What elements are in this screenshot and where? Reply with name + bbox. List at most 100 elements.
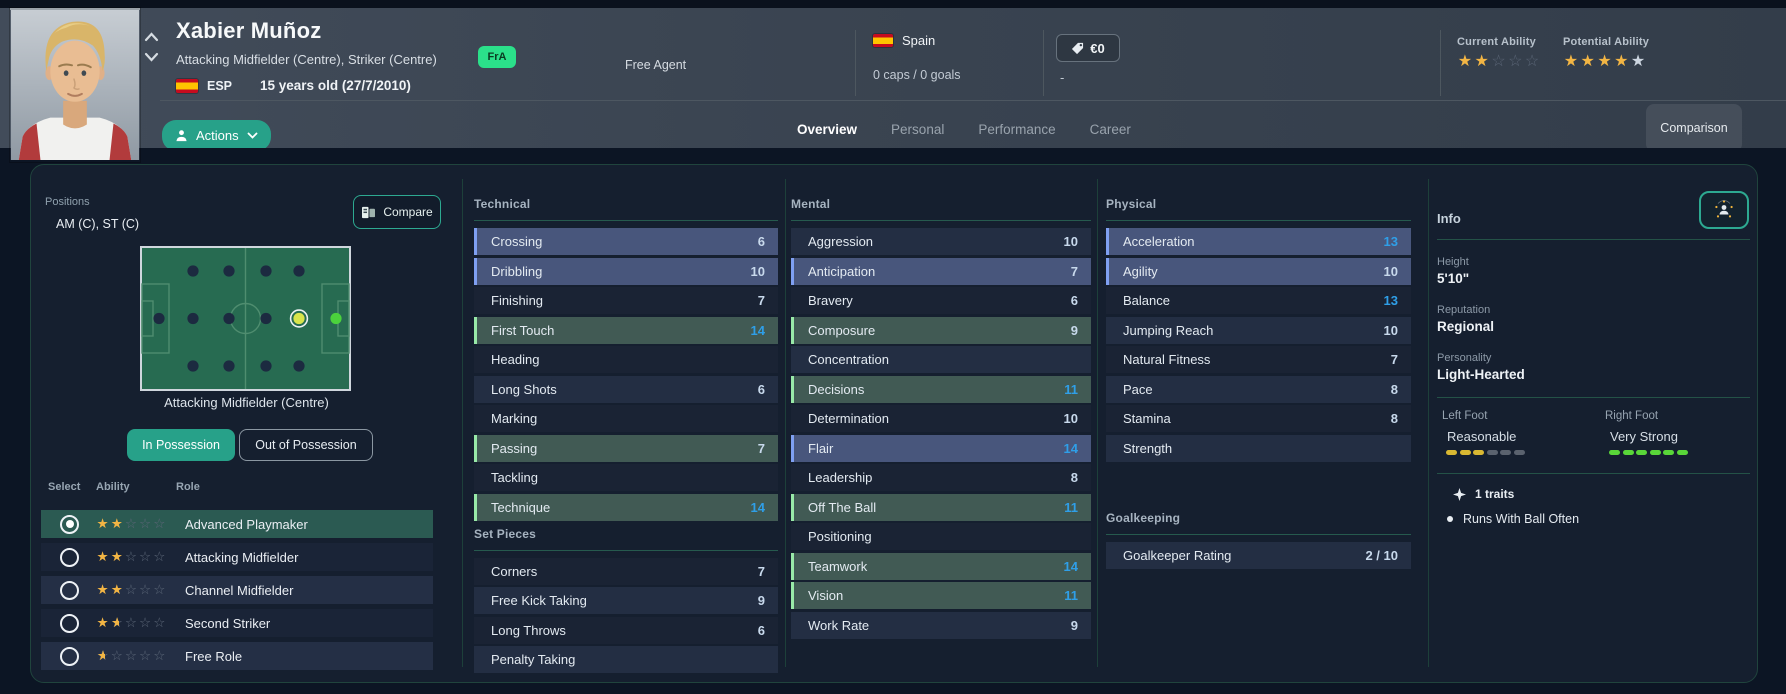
position-pitch[interactable] — [140, 246, 351, 391]
next-player-chevron-down-icon[interactable] — [142, 50, 160, 64]
star-icon: ☆ — [139, 516, 153, 531]
attribute-value: 9 — [1070, 322, 1078, 338]
trait-text: Runs With Ball Often — [1463, 512, 1580, 526]
nation-code: ESP — [207, 78, 233, 93]
foot-strength-segment — [1609, 450, 1620, 455]
attribute-name: Strength — [1123, 440, 1173, 456]
market-value: €0 — [1090, 40, 1105, 56]
role-radio[interactable] — [60, 646, 79, 666]
section-underline — [1106, 220, 1411, 221]
player-photo — [10, 8, 140, 162]
wage-value: - — [1060, 70, 1065, 85]
pitch-dot-dm[interactable] — [223, 312, 235, 325]
pitch-dot-gk[interactable] — [153, 312, 165, 325]
star-icon: ☆ — [139, 648, 153, 663]
role-radio[interactable] — [60, 547, 79, 567]
pitch-dot-mc[interactable] — [260, 312, 272, 325]
pitch-dot-wbr[interactable] — [223, 360, 235, 372]
attribute-name: Flair — [808, 440, 834, 456]
foot-strength-segment — [1473, 450, 1484, 455]
pitch-dot-dr[interactable] — [187, 360, 199, 372]
section-title: Mental — [791, 197, 831, 211]
attribute-value: 6 — [757, 234, 765, 249]
attribute-row: Marking — [474, 405, 778, 432]
attribute-row: Dribbling 10 — [474, 257, 778, 285]
attribute-name: Leadership — [808, 470, 873, 485]
player-name: Xabier Muñoz — [176, 18, 322, 43]
pitch-markings — [141, 248, 350, 389]
attribute-name: Jumping Reach — [1123, 322, 1214, 338]
comparison-button[interactable]: Comparison — [1646, 104, 1742, 152]
attribute-row: Leadership 8 — [791, 464, 1091, 491]
positions-summary: AM (C), ST (C) — [56, 217, 140, 231]
toggle-out-of-possession[interactable]: Out of Possession — [239, 429, 373, 461]
attribute-name: Corners — [491, 563, 538, 579]
pitch-dot-aml[interactable] — [293, 265, 305, 277]
development-radar-button[interactable] — [1699, 191, 1749, 229]
tab-personal[interactable]: Personal — [891, 122, 945, 137]
role-row[interactable]: ★★☆☆☆ Channel Midfielder — [41, 576, 433, 604]
role-name: Second Striker — [185, 615, 271, 631]
reputation-label: Reputation — [1437, 304, 1491, 316]
pitch-dot-dl[interactable] — [187, 265, 199, 277]
attribute-name: Work Rate — [808, 617, 870, 633]
attribute-value: 10 — [1063, 411, 1078, 426]
info-panel: Info Height 5'10" Reputation Regional Pe… — [1437, 165, 1750, 682]
attribute-name: Finishing — [491, 293, 544, 308]
header-vertical-divider — [1440, 30, 1441, 96]
attribute-row: Acceleration 13 — [1106, 228, 1411, 255]
attribute-name: Technique — [491, 499, 551, 515]
compare-button[interactable]: Compare — [353, 195, 441, 229]
actions-button[interactable]: Actions — [162, 120, 271, 151]
role-row[interactable]: ★★☆☆☆ Attacking Midfielder — [41, 543, 433, 571]
previous-player-chevron-up-icon[interactable] — [142, 30, 160, 44]
attribute-value: 14 — [1063, 440, 1078, 456]
attribute-value: 8 — [1390, 381, 1398, 397]
left-foot-label: Left Foot — [1442, 410, 1488, 422]
role-radio[interactable] — [60, 580, 79, 600]
attribute-row: First Touch 14 — [474, 316, 778, 344]
tab-bar: Overview Personal Performance Career — [797, 112, 1131, 159]
section-title: Technical — [474, 197, 531, 211]
role-radio[interactable] — [60, 514, 79, 534]
star-icon: ★ — [1630, 53, 1647, 70]
star-icon: ★ — [110, 582, 124, 597]
section-title: Set Pieces — [474, 526, 537, 541]
toggle-in-possession[interactable]: In Possession — [127, 429, 235, 461]
pitch-dot-amc[interactable] — [293, 312, 305, 325]
attribute-value: 7 — [757, 293, 765, 308]
foot-strength-segment — [1622, 450, 1634, 455]
role-radio[interactable] — [60, 613, 79, 633]
pitch-dot-amr[interactable] — [293, 360, 305, 372]
attribute-name: Anticipation — [808, 263, 876, 279]
star-icon: ★ — [96, 549, 110, 564]
international-nation: Spain — [873, 33, 935, 48]
attribute-value: 14 — [750, 322, 765, 338]
header-vertical-divider — [1043, 30, 1044, 96]
pitch-dot-st[interactable] — [330, 312, 342, 325]
player-age: 15 years old (27/7/2010) — [260, 78, 411, 93]
pitch-dot-dc[interactable] — [187, 312, 199, 325]
pitch-dot-ml[interactable] — [260, 265, 272, 277]
panel-divider — [1097, 179, 1098, 667]
role-row[interactable]: ☆ ★ ☆☆☆☆ Free Role — [41, 642, 433, 670]
attribute-value: 14 — [1063, 558, 1078, 574]
price-tag-icon — [1072, 42, 1084, 54]
tab-performance[interactable]: Performance — [978, 122, 1056, 137]
foot-strength-segment — [1459, 450, 1471, 455]
traits-header[interactable]: 1 traits — [1453, 487, 1514, 501]
star-icon: ☆ — [1508, 53, 1524, 70]
personality-label: Personality — [1437, 352, 1492, 364]
role-row[interactable]: ★★☆☆☆ Advanced Playmaker — [41, 510, 433, 538]
pitch-dot-mr[interactable] — [260, 360, 272, 372]
attribute-value: 2 / 10 — [1365, 547, 1398, 563]
attribute-value: 11 — [1064, 381, 1078, 397]
role-row[interactable]: ★☆ ★ ☆☆☆ Second Striker — [41, 609, 433, 637]
attribute-name: Concentration — [808, 352, 889, 367]
pitch-dot-wbl[interactable] — [223, 265, 235, 277]
star-icon: ★ — [96, 516, 110, 531]
star-icon: ★ — [110, 549, 124, 564]
tab-career[interactable]: Career — [1089, 122, 1131, 137]
star-icon: ★ — [1563, 53, 1580, 70]
physical-column: Physical Acceleration 13 Agility 10 Balance 13… — [1106, 197, 1411, 571]
